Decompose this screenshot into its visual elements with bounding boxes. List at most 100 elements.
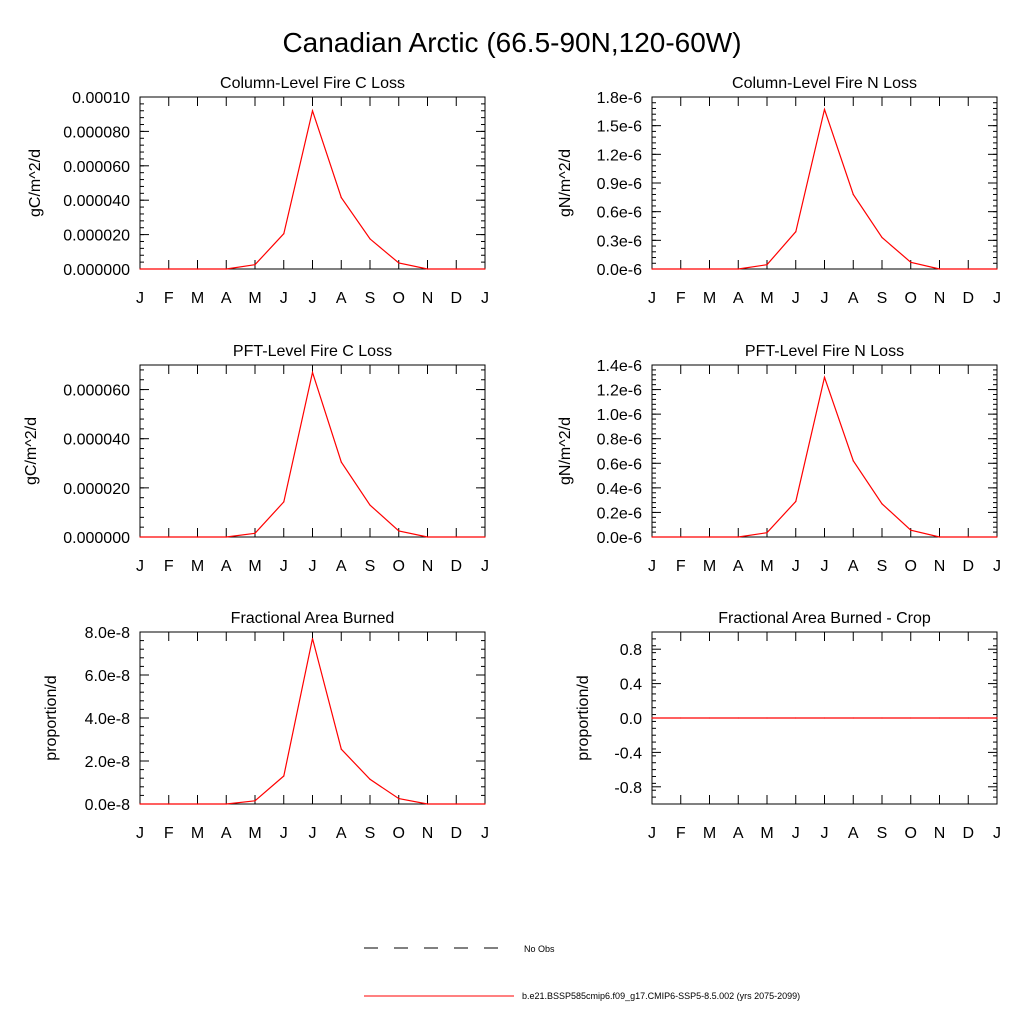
x-tick-label: J [792,290,800,307]
x-tick-label: O [905,290,917,307]
legend-obs-label: No Obs [524,944,555,954]
y-axis-label: gN/m^2/d [557,417,574,485]
x-tick-label: M [703,825,716,842]
data-point [398,262,400,264]
x-tick-label: J [481,558,489,575]
data-point [651,536,653,538]
y-tick-label: 0.000040 [63,432,130,449]
data-point [168,268,170,270]
y-tick-label: 0.6e-6 [597,205,642,222]
x-tick-label: A [336,290,347,307]
y-tick-label: 1.0e-6 [597,407,642,424]
y-tick-label: 0.4e-6 [597,481,642,498]
y-tick-label: 0.000060 [63,159,130,176]
x-tick-label: F [676,290,686,307]
x-tick-label: N [422,825,434,842]
y-tick-label: 0.000020 [63,228,130,245]
data-point [823,376,826,378]
figure-title: Canadian Arctic (66.5-90N,120-60W) [282,27,741,58]
x-tick-label: J [648,290,656,307]
x-tick-label: M [760,290,773,307]
x-tick-label: J [309,290,317,307]
data-point [484,268,486,270]
x-tick-label: N [422,558,434,575]
x-tick-label: F [676,825,686,842]
x-tick-label: M [703,558,716,575]
data-point [340,461,342,463]
x-tick-label: J [821,290,829,307]
x-tick-label: A [848,825,859,842]
data-point [283,501,285,503]
x-tick-label: N [934,558,946,575]
data-point [967,717,969,719]
data-point [823,717,826,719]
data-point [910,261,912,263]
y-tick-label: 0.9e-6 [597,176,642,193]
x-tick-label: O [905,825,917,842]
panel-column-fire-c-loss: Column-Level Fire C Loss gC/m^2/d 0.000000… [27,75,489,307]
x-tick-label: A [336,825,347,842]
data-point [967,536,969,538]
x-tick-label: D [450,290,462,307]
x-tick-label: S [365,290,376,307]
data-point [426,536,429,538]
data-point [311,371,314,373]
x-tick-label: M [248,290,261,307]
data-point [766,717,768,719]
data-point [651,268,653,270]
data-point [139,803,141,805]
panel-pft-fire-c-loss: PFT-Level Fire C Loss gC/m^2/d 0.000000 0.0… [23,343,489,575]
data-point [708,268,711,270]
data-point [910,529,912,531]
data-point [455,803,457,805]
data-point [196,536,199,538]
x-tick-label: M [191,558,204,575]
data-point [967,268,969,270]
data-point [455,268,457,270]
panel-title: Fractional Area Burned - Crop [718,610,931,627]
x-tick-label: O [393,825,405,842]
x-tick-label: M [248,558,261,575]
x-tick-label: S [365,825,376,842]
x-tick-label: A [221,290,232,307]
data-point [996,717,998,719]
x-tick-label: N [422,290,434,307]
x-tick-label: J [136,290,144,307]
data-point [852,460,854,462]
data-point [708,536,711,538]
x-tick-label: J [821,558,829,575]
x-tick-label: J [309,825,317,842]
plot-frame [651,96,998,270]
x-tick-label: M [760,825,773,842]
x-tick-label: J [481,825,489,842]
y-tick-label: 0.0e-8 [85,797,130,814]
y-tick-label: 1.5e-6 [597,119,642,136]
y-tick-label: 0.000000 [63,530,130,547]
panel-fractional-area-burned: Fractional Area Burned proportion/d 0.0e-8… [43,610,489,842]
x-tick-label: A [221,558,232,575]
y-tick-label: 0.000080 [63,124,130,141]
y-axis-label: gC/m^2/d [27,149,44,217]
data-point [881,717,883,719]
data-point [680,536,682,538]
y-axis-label: proportion/d [43,675,60,760]
data-point [996,268,998,270]
x-tick-label: S [877,825,888,842]
data-point [484,536,486,538]
plot-frame [651,364,998,538]
data-point [283,775,285,777]
data-point [795,500,797,502]
data-point [938,717,941,719]
x-tick-label: S [877,558,888,575]
x-tick-label: J [648,825,656,842]
x-tick-label: A [733,558,744,575]
x-tick-label: N [934,290,946,307]
y-tick-label: 0.3e-6 [597,233,642,250]
data-point [196,803,199,805]
series-line [140,108,485,270]
data-point [168,803,170,805]
x-tick-label: S [365,558,376,575]
data-point [852,717,854,719]
x-tick-label: F [676,558,686,575]
x-tick-label: J [993,825,1001,842]
